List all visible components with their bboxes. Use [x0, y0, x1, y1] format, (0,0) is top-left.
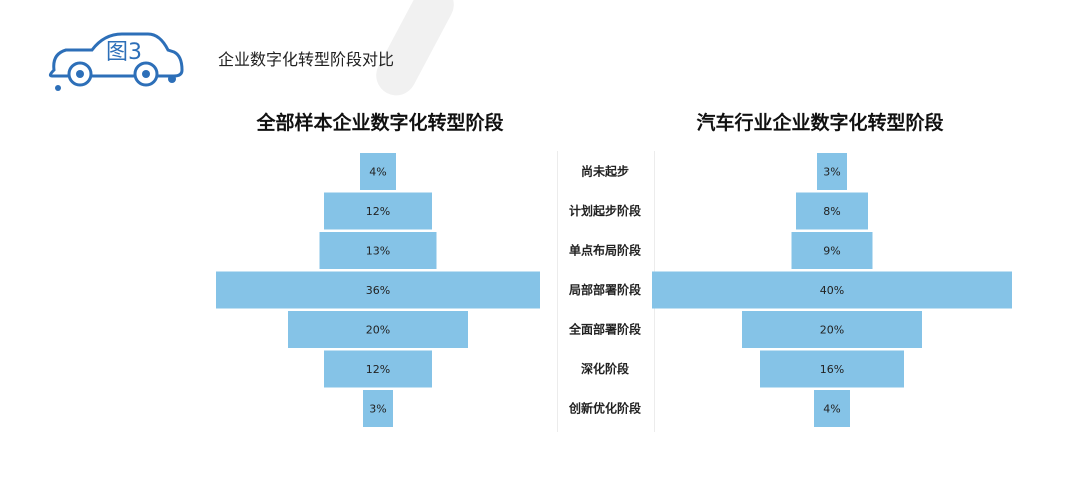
- left-bar-label-3: 36%: [366, 284, 390, 297]
- right-bar-label-6: 4%: [823, 403, 840, 416]
- right-bar-0: [817, 153, 847, 190]
- left-chart-title: 全部样本企业数字化转型阶段: [256, 112, 504, 134]
- right-bar-label-4: 20%: [820, 324, 844, 337]
- right-bar-label-2: 9%: [823, 245, 840, 258]
- figure-number: 图3: [106, 40, 142, 65]
- right-bar-label-1: 8%: [823, 205, 840, 218]
- right-bar-6: [814, 390, 850, 427]
- right-bar-1: [796, 192, 868, 230]
- left-bar-6: [363, 390, 393, 427]
- left-bar-3: [216, 271, 540, 309]
- left-bar-1: [324, 192, 432, 230]
- left-bar-label-0: 4%: [369, 166, 386, 179]
- page-subtitle: 企业数字化转型阶段对比: [218, 50, 395, 69]
- category-label-0: 尚未起步: [581, 164, 629, 179]
- right-bar-label-3: 40%: [820, 284, 844, 297]
- right-chart-title: 汽车行业企业数字化转型阶段: [696, 112, 944, 134]
- right-bar-label-0: 3%: [823, 166, 840, 179]
- left-bar-4: [288, 311, 468, 348]
- car-icon: [48, 32, 184, 91]
- left-bar-2: [319, 232, 437, 269]
- right-bar-3: [652, 271, 1012, 309]
- category-label-1: 计划起步阶段: [569, 203, 642, 218]
- category-label-3: 局部部署阶段: [569, 282, 642, 297]
- right-bar-5: [760, 350, 904, 388]
- left-bar-0: [360, 153, 396, 190]
- left-bar-label-4: 20%: [366, 324, 390, 337]
- left-bar-label-5: 12%: [366, 363, 390, 376]
- figure-badge: 图3: [42, 28, 192, 98]
- left-bar-label-6: 3%: [369, 403, 386, 416]
- category-label-2: 单点布局阶段: [569, 243, 642, 258]
- right-bar-2: [791, 232, 873, 269]
- right-bar-label-5: 16%: [820, 363, 844, 376]
- left-bar-label-1: 12%: [366, 205, 390, 218]
- left-bar-label-2: 13%: [366, 245, 390, 258]
- category-label-5: 深化阶段: [581, 361, 630, 376]
- right-bar-4: [742, 311, 922, 348]
- category-label-4: 全面部署阶段: [568, 322, 642, 337]
- left-bar-5: [324, 350, 432, 388]
- category-label-6: 创新优化阶段: [568, 401, 642, 416]
